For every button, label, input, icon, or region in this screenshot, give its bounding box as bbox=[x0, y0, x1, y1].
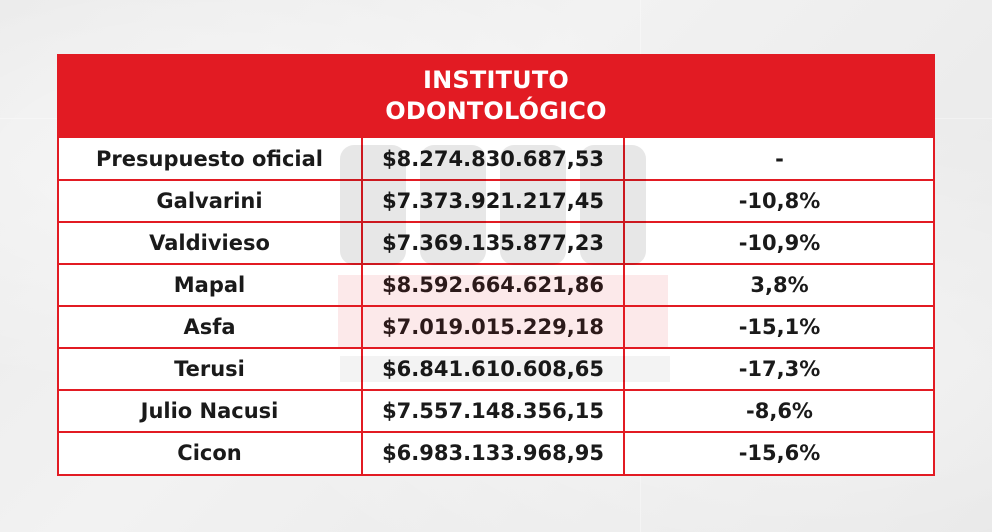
table-row: Mapal $8.592.664.621,86 3,8% bbox=[57, 264, 935, 306]
bid-amount: $7.369.135.877,23 bbox=[382, 231, 604, 255]
bidder-name: Galvarini bbox=[156, 189, 263, 213]
bid-comparison-table: INSTITUTO ODONTOLÓGICO Presupuesto ofici… bbox=[57, 54, 935, 476]
table-row: Terusi $6.841.610.608,65 -17,3% bbox=[57, 348, 935, 390]
bid-difference: -10,8% bbox=[738, 189, 821, 213]
row-divider bbox=[57, 431, 935, 433]
bid-difference: 3,8% bbox=[750, 273, 809, 297]
bidder-name: Mapal bbox=[173, 273, 246, 297]
header-title-line-2: ODONTOLÓGICO bbox=[385, 97, 607, 125]
bidder-name: Valdivieso bbox=[149, 231, 270, 255]
bid-difference: -15,6% bbox=[738, 441, 821, 465]
bid-amount: $7.557.148.356,15 bbox=[382, 399, 604, 423]
bidder-name: Julio Nacusi bbox=[140, 399, 279, 423]
table-border bbox=[57, 54, 59, 476]
bid-amount: $6.983.133.968,95 bbox=[382, 441, 604, 465]
row-divider bbox=[57, 263, 935, 265]
column-divider bbox=[361, 138, 363, 476]
row-divider bbox=[57, 389, 935, 391]
table-row: Presupuesto oficial $8.274.830.687,53 - bbox=[57, 138, 935, 180]
column-divider bbox=[623, 138, 625, 476]
bid-difference: -10,9% bbox=[738, 231, 821, 255]
bidder-name: Cicon bbox=[177, 441, 242, 465]
bid-difference: -15,1% bbox=[738, 315, 821, 339]
bid-difference: - bbox=[775, 147, 784, 171]
row-divider bbox=[57, 347, 935, 349]
table-body: Presupuesto oficial $8.274.830.687,53 - … bbox=[57, 138, 935, 476]
bid-amount: $8.592.664.621,86 bbox=[382, 273, 604, 297]
row-divider bbox=[57, 221, 935, 223]
table-border bbox=[933, 54, 935, 476]
bid-amount: $8.274.830.687,53 bbox=[382, 147, 604, 171]
bidder-name: Terusi bbox=[174, 357, 245, 381]
bidder-name: Presupuesto oficial bbox=[96, 147, 323, 171]
table-row: Cicon $6.983.133.968,95 -15,6% bbox=[57, 432, 935, 474]
header-title-line-1: INSTITUTO bbox=[422, 66, 570, 94]
bid-difference: -8,6% bbox=[746, 399, 813, 423]
bid-difference: -17,3% bbox=[738, 357, 821, 381]
table-row: Asfa $7.019.015.229,18 -15,1% bbox=[57, 306, 935, 348]
table-row: Galvarini $7.373.921.217,45 -10,8% bbox=[57, 180, 935, 222]
bidder-name: Asfa bbox=[183, 315, 236, 339]
row-divider bbox=[57, 179, 935, 181]
row-divider bbox=[57, 305, 935, 307]
table-header: INSTITUTO ODONTOLÓGICO bbox=[57, 54, 935, 138]
bid-amount: $6.841.610.608,65 bbox=[382, 357, 604, 381]
bid-amount: $7.019.015.229,18 bbox=[382, 315, 604, 339]
table-border bbox=[57, 474, 935, 476]
bid-amount: $7.373.921.217,45 bbox=[382, 189, 604, 213]
table-row: Valdivieso $7.369.135.877,23 -10,9% bbox=[57, 222, 935, 264]
table-row: Julio Nacusi $7.557.148.356,15 -8,6% bbox=[57, 390, 935, 432]
